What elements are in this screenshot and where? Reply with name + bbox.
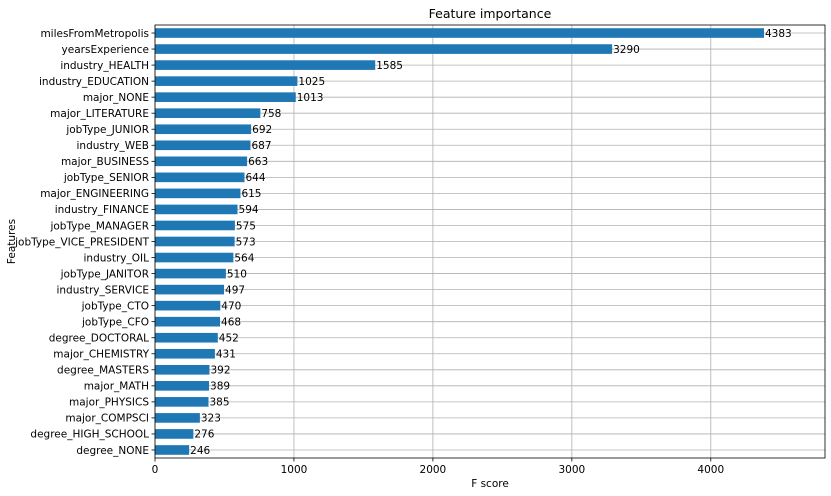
y-tick-label: major_NONE <box>83 92 149 104</box>
bar-value-label: 385 <box>209 397 229 409</box>
x-tick-label: 1000 <box>281 464 308 476</box>
y-tick-label: major_MATH <box>84 381 149 393</box>
bar <box>155 92 296 102</box>
bar-value-label: 663 <box>248 156 268 168</box>
bar <box>155 44 613 54</box>
bar <box>155 364 210 375</box>
bar <box>155 60 376 70</box>
y-tick-label: jobType_MANAGER <box>49 220 149 232</box>
y-tick-label: industry_FINANCE <box>55 204 149 216</box>
bar-value-label: 564 <box>234 252 254 264</box>
bar <box>155 188 241 199</box>
bar-value-label: 687 <box>251 140 271 152</box>
y-tick-label: jobType_CFO <box>81 316 149 328</box>
bar <box>155 316 221 327</box>
bar-value-label: 644 <box>245 172 265 184</box>
y-tick-label: major_LITERATURE <box>50 108 149 120</box>
bar <box>155 76 298 86</box>
bar-value-label: 497 <box>225 284 245 296</box>
bar <box>155 300 221 311</box>
bar-value-label: 392 <box>210 365 230 377</box>
y-tick-label: major_BUSINESS <box>61 156 149 168</box>
y-tick-label: degree_DOCTORAL <box>49 333 149 345</box>
y-tick-label: major_CHEMISTRY <box>53 349 149 361</box>
bar <box>155 445 190 455</box>
bar-value-label: 510 <box>227 268 247 280</box>
bar-value-label: 276 <box>194 429 214 441</box>
bar-value-label: 573 <box>236 236 256 248</box>
bar-value-label: 1025 <box>298 76 325 88</box>
y-tick-label: industry_EDUCATION <box>39 76 149 88</box>
bar-value-label: 575 <box>236 220 256 232</box>
bar-value-label: 452 <box>219 333 239 345</box>
x-axis-title: F score <box>471 478 509 490</box>
bar <box>155 28 765 38</box>
bar-value-label: 1013 <box>297 92 324 104</box>
bar <box>155 381 210 391</box>
y-axis-title: Features <box>6 219 18 264</box>
y-tick-label: major_ENGINEERING <box>40 188 149 200</box>
y-tick-label: degree_MASTERS <box>57 365 149 377</box>
bar <box>155 236 235 247</box>
y-tick-label: industry_WEB <box>77 140 149 152</box>
bar <box>155 429 194 439</box>
y-tick-label: degree_NONE <box>76 445 149 457</box>
bar <box>155 140 251 151</box>
y-tick-label: jobType_CTO <box>81 300 149 312</box>
bar <box>155 284 225 295</box>
y-tick-label: jobType_JANITOR <box>60 268 149 280</box>
plot-frame <box>154 24 826 459</box>
bar-value-label: 468 <box>221 316 241 328</box>
x-tick-labels: 0 1000 2000 3000 4000 <box>152 458 724 476</box>
x-tick-label: 0 <box>152 464 159 476</box>
bars <box>155 28 765 455</box>
chart-title: Feature importance <box>429 6 552 21</box>
x-tick-label: 2000 <box>420 464 447 476</box>
y-tick-label: degree_HIGH_SCHOOL <box>30 429 149 441</box>
data-labels: 4383 3290 1585 1025 1013 758 692 687 663 644 615 59… <box>190 28 792 457</box>
bar <box>155 348 215 359</box>
bar <box>155 220 235 231</box>
bar-value-label: 692 <box>252 124 272 136</box>
y-tick-label: jobType_VICE_PRESIDENT <box>14 236 149 248</box>
bar <box>155 332 218 343</box>
y-tick-label: major_COMPSCI <box>65 413 149 425</box>
bar <box>155 252 234 263</box>
x-tick-label: 4000 <box>697 464 724 476</box>
bar <box>155 156 248 167</box>
bar <box>155 124 252 135</box>
bar-value-label: 389 <box>210 381 230 393</box>
y-tick-labels: milesFromMetropolis yearsExperience indust… <box>14 28 155 457</box>
bar <box>155 268 226 279</box>
bar <box>155 413 200 423</box>
bar-value-label: 4383 <box>765 28 792 40</box>
bar-value-label: 3290 <box>613 44 640 56</box>
y-tick-label: jobType_JUNIOR <box>65 124 149 136</box>
y-tick-label: major_PHYSICS <box>69 397 149 409</box>
bar <box>155 204 238 215</box>
y-tick-label: milesFromMetropolis <box>40 28 149 40</box>
y-tick-label: industry_OIL <box>84 252 150 264</box>
x-tick-label: 3000 <box>558 464 585 476</box>
bar-value-label: 323 <box>201 413 221 425</box>
bar-value-label: 246 <box>190 445 210 457</box>
y-tick-label: industry_SERVICE <box>56 284 149 296</box>
bar <box>155 172 245 183</box>
bar-value-label: 758 <box>261 108 281 120</box>
bar <box>155 397 209 407</box>
bar-value-label: 470 <box>221 300 241 312</box>
bar <box>155 108 261 119</box>
y-tick-label: jobType_SENIOR <box>63 172 149 184</box>
bar-value-label: 431 <box>216 349 236 361</box>
y-tick-label: industry_HEALTH <box>60 60 149 72</box>
y-tick-label: yearsExperience <box>62 44 149 56</box>
bar-value-label: 1585 <box>376 60 403 72</box>
bar-value-label: 594 <box>239 204 259 216</box>
bar-value-label: 615 <box>241 188 261 200</box>
